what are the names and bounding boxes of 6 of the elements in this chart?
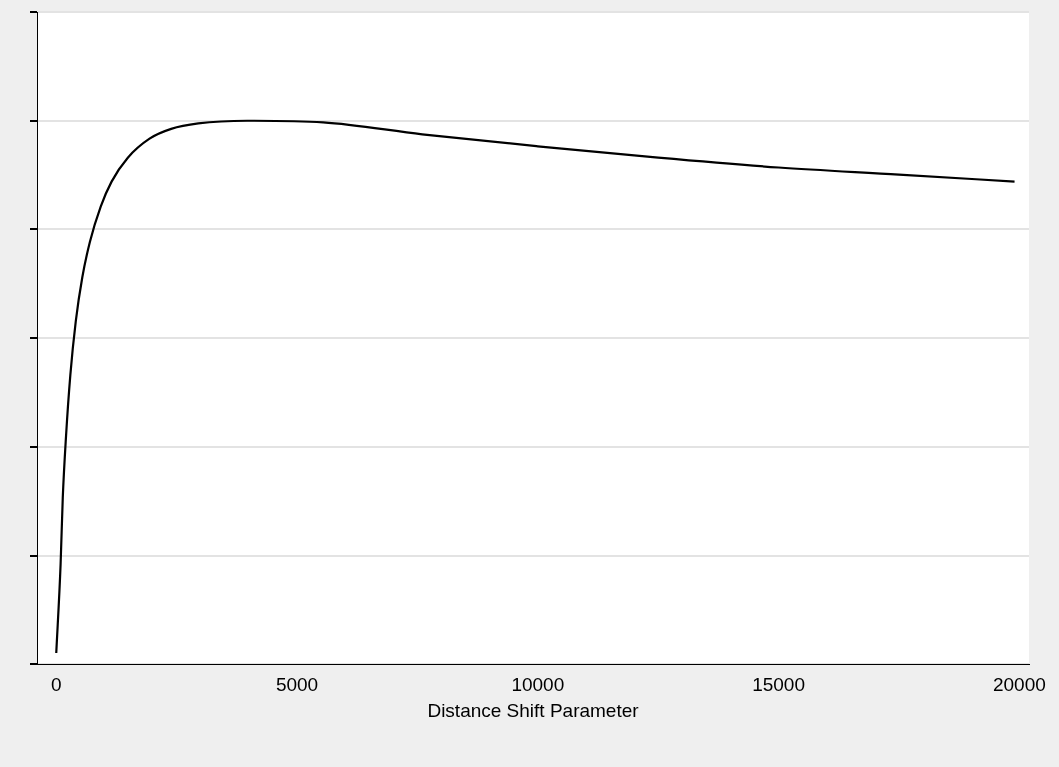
x-tick-label: 10000: [511, 674, 565, 696]
x-axis-title: Distance Shift Parameter: [427, 699, 640, 721]
x-tick-label: 0: [50, 674, 62, 696]
x-tick-label: 5000: [275, 674, 319, 696]
x-tick-label: 15000: [752, 674, 806, 696]
x-tick-label: 20000: [992, 674, 1046, 696]
